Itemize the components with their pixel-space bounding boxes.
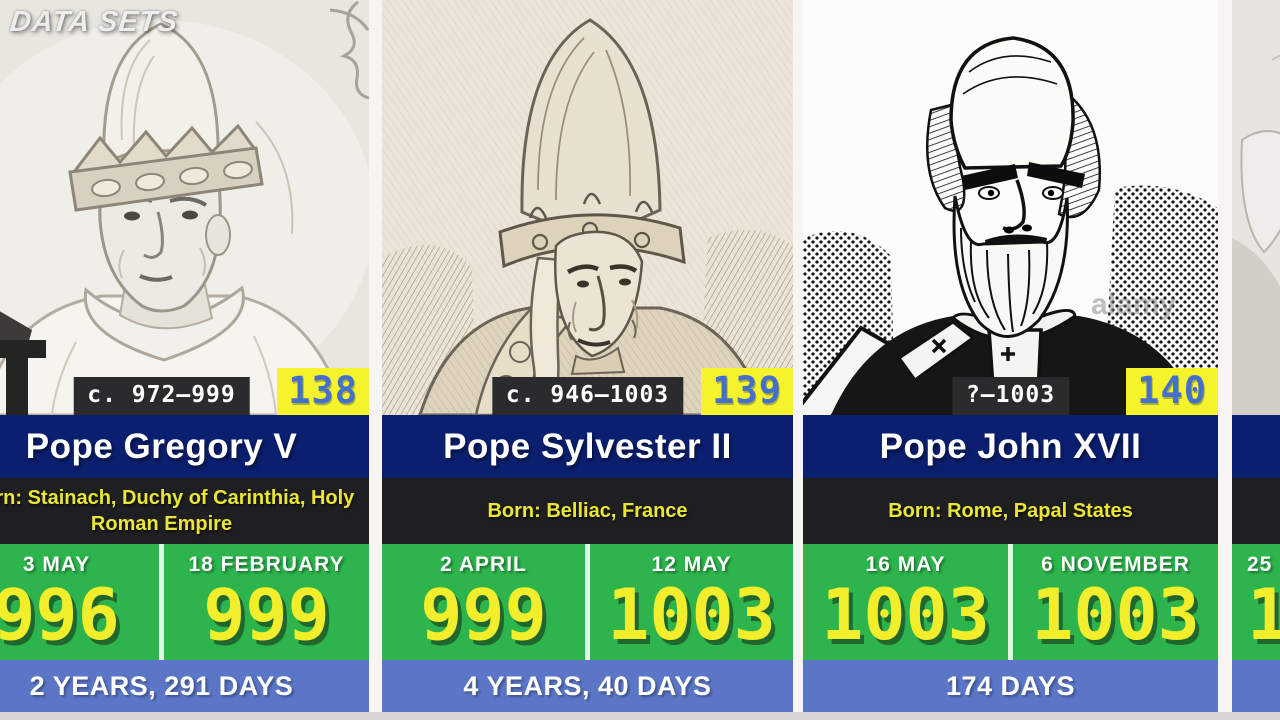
pope-card-partial: 25 1 [1232,0,1280,712]
reign-dates-panel: 3 MAY 996 18 FEBRUARY 999 [0,544,369,660]
date-divider [585,544,590,660]
reign-end-date: 6 NOVEMBER [1041,553,1190,576]
life-range-badge: ?–1003 [951,377,1070,415]
reign-start-date: 2 APRIL [440,553,527,576]
pope-name: Pope Gregory V [0,415,369,478]
reign-end-year: 999 [203,574,330,656]
reign-start-year: 999 [420,574,547,656]
reign-start-date: 25 [1247,553,1273,576]
pope-portrait: c. 946–1003 139 [382,0,793,415]
pope-portrait [1232,0,1280,415]
reign-end-date: 18 FEBRUARY [188,553,345,576]
pope-name [1232,415,1280,478]
portrait-partial [1232,0,1280,415]
reign-start-date: 16 MAY [865,553,946,576]
reign-start-column: 3 MAY 996 [0,544,159,660]
birthplace-text: Born: Belliac, France [382,478,793,544]
engraving-portrait-gregory-v [0,0,369,415]
pope-name: Pope Sylvester II [382,415,793,478]
pope-card: c. 972–999 138 Pope Gregory V Born: Stai… [0,0,369,712]
reign-duration [1232,660,1280,712]
reign-start-year: 996 [0,574,120,656]
reign-start-date: 3 MAY [22,553,91,576]
woodcut-portrait-john-xvii: alamy [803,0,1218,415]
engraving-portrait-sylvester-ii [382,0,793,415]
bottom-strip [0,712,1280,720]
reign-duration: 4 YEARS, 40 DAYS [382,660,793,712]
reign-end-year: 1003 [1031,574,1200,656]
reign-dates-panel: 25 1 [1232,544,1280,660]
birthplace-text: Born: Rome, Papal States [803,478,1218,544]
reign-start-column: 2 APRIL 999 [382,544,585,660]
pope-portrait: c. 972–999 138 [0,0,369,415]
reign-duration: 174 DAYS [803,660,1218,712]
reign-end-column: 6 NOVEMBER 1003 [1013,544,1218,660]
reign-end-date: 12 MAY [651,553,732,576]
reign-end-column: 12 MAY 1003 [590,544,793,660]
pope-number-badge: 138 [277,368,369,415]
pope-portrait: alamy ?–1003 140 [803,0,1218,415]
pope-card: alamy ?–1003 140 Pope John XVII Born: Ro… [803,0,1218,712]
reign-start-column: 16 MAY 1003 [803,544,1008,660]
channel-watermark: DATA SETS [8,6,180,38]
pope-number-badge: 139 [701,368,793,415]
reign-start-column: 25 1 [1232,544,1280,660]
reign-start-year: 1003 [821,574,990,656]
reign-end-column: 18 FEBRUARY 999 [164,544,369,660]
reign-start-year: 1 [1247,574,1280,656]
birthplace-text [1232,478,1280,544]
reign-dates-panel: 16 MAY 1003 6 NOVEMBER 1003 [803,544,1218,660]
pope-card: c. 946–1003 139 Pope Sylvester II Born: … [382,0,793,712]
life-range-badge: c. 946–1003 [491,377,684,415]
reign-dates-panel: 2 APRIL 999 12 MAY 1003 [382,544,793,660]
birthplace-text: Born: Stainach, Duchy of Carinthia, Holy… [0,478,369,544]
photo-watermark: alamy [1091,288,1176,321]
pope-number-badge: 140 [1126,368,1218,415]
reign-duration: 2 YEARS, 291 DAYS [0,660,369,712]
date-divider [159,544,164,660]
date-divider [1008,544,1013,660]
pope-name: Pope John XVII [803,415,1218,478]
life-range-badge: c. 972–999 [73,377,250,415]
reign-end-year: 1003 [607,574,776,656]
